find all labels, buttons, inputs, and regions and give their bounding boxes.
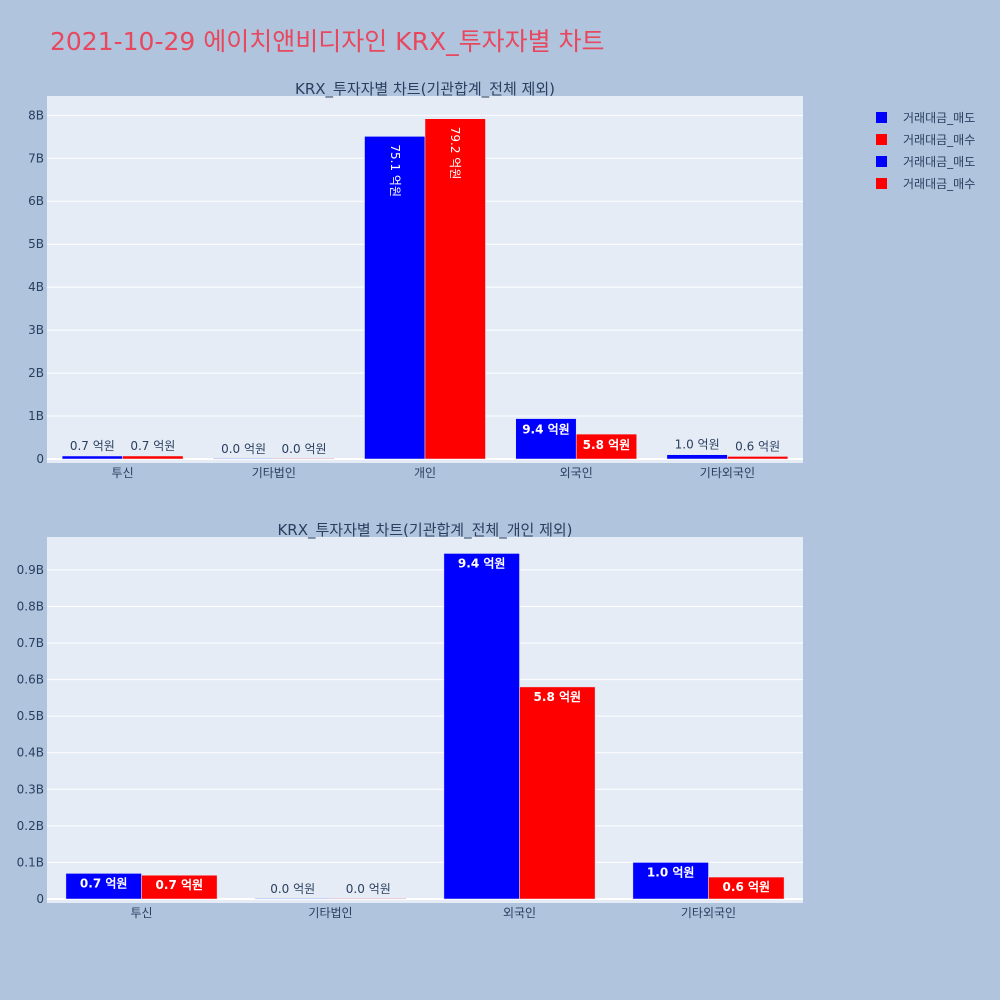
x-tick-label: 외국인 [560, 466, 593, 480]
bar-value-label: 0.7 억원 [70, 439, 115, 453]
bar [515, 418, 577, 460]
legend-label: 거래대금_매도 [903, 154, 976, 169]
bar [575, 433, 637, 460]
chart-title: KRX_투자자별 차트(기관합계_전체 제외) [295, 80, 555, 99]
y-tick-label: 0.4B [17, 746, 44, 760]
bar-value-label: 9.4 억원 [522, 423, 570, 437]
bar [424, 118, 486, 460]
x-tick-label: 기타외국인 [681, 906, 736, 920]
bar [519, 686, 596, 900]
y-tick-label: 0 [36, 452, 44, 466]
legend-label: 거래대금_매수 [903, 132, 976, 147]
legend-swatch [876, 111, 887, 123]
legend-label: 거래대금_매수 [903, 176, 976, 191]
x-tick-label: 투신 [112, 466, 134, 480]
y-tick-label: 3B [28, 323, 44, 337]
bar-value-label: 75.1 억원 [388, 144, 402, 197]
bar [708, 876, 785, 900]
y-tick-label: 0.2B [17, 819, 44, 833]
page-title: 2021-10-29 에이치앤비디자인 KRX_투자자별 차트 [50, 27, 605, 56]
y-tick-label: 2B [28, 366, 44, 380]
plot-area [47, 537, 803, 903]
bar-value-label: 0.0 억원 [282, 442, 327, 456]
bar-value-label: 79.2 억원 [448, 127, 462, 180]
bar-value-label: 0.0 억원 [221, 442, 266, 456]
legend-item[interactable]: 거래대금_매도 [876, 150, 975, 172]
x-tick-label: 기타법인 [308, 906, 352, 920]
bar [632, 862, 709, 900]
bar [254, 898, 331, 900]
x-tick-label: 개인 [414, 466, 436, 480]
y-tick-label: 4B [28, 280, 44, 294]
bar-value-label: 0.7 억원 [130, 439, 175, 453]
y-tick-label: 6B [28, 194, 44, 208]
y-tick-label: 0.5B [17, 709, 44, 723]
x-tick-label: 투신 [130, 906, 152, 920]
y-tick-label: 0.1B [17, 855, 44, 869]
bar [141, 874, 218, 900]
chart-title: KRX_투자자별 차트(기관합계_전체_개인 제외) [277, 521, 572, 540]
legend: 거래대금_매도 거래대금_매수 거래대금_매도 거래대금_매수 [876, 106, 975, 194]
y-tick-label: 7B [28, 151, 44, 165]
y-tick-label: 1B [28, 409, 44, 423]
bar [213, 458, 275, 460]
y-tick-label: 0.8B [17, 599, 44, 613]
y-tick-label: 0.7B [17, 636, 44, 650]
legend-label: 거래대금_매도 [903, 110, 976, 125]
bar [330, 898, 407, 900]
bar-value-label: 0.6 억원 [723, 880, 771, 894]
x-tick-label: 기타외국인 [700, 466, 755, 480]
bar [727, 456, 789, 460]
bar [61, 455, 123, 460]
y-tick-label: 0 [36, 892, 44, 906]
bar-value-label: 1.0 억원 [647, 865, 695, 879]
legend-item[interactable]: 거래대금_매도 [876, 106, 975, 128]
y-tick-label: 8B [28, 108, 44, 122]
bar-value-label: 0.7 억원 [156, 878, 204, 892]
y-tick-label: 0.9B [17, 563, 44, 577]
legend-swatch [876, 177, 887, 189]
bar-value-label: 5.8 억원 [583, 438, 631, 452]
bar [364, 136, 426, 460]
bar [666, 454, 728, 460]
legend-item[interactable]: 거래대금_매수 [876, 172, 975, 194]
bar-value-label: 1.0 억원 [675, 438, 720, 452]
bar-value-label: 9.4 억원 [458, 556, 506, 570]
bar-value-label: 0.0 억원 [346, 882, 391, 896]
x-tick-label: 기타법인 [252, 466, 296, 480]
bar-value-label: 0.7 억원 [80, 876, 128, 890]
legend-swatch [876, 155, 887, 167]
bar-value-label: 5.8 억원 [534, 690, 582, 704]
y-tick-label: 5B [28, 237, 44, 251]
legend-item[interactable]: 거래대금_매수 [876, 128, 975, 150]
bar-value-label: 0.0 억원 [270, 882, 315, 896]
bar [122, 455, 184, 460]
legend-swatch [876, 133, 887, 145]
bar [273, 458, 335, 460]
bar-value-label: 0.6 억원 [735, 439, 780, 453]
y-tick-label: 0.3B [17, 782, 44, 796]
x-tick-label: 외국인 [503, 906, 536, 920]
y-tick-label: 0.6B [17, 673, 44, 687]
bar [443, 553, 520, 900]
